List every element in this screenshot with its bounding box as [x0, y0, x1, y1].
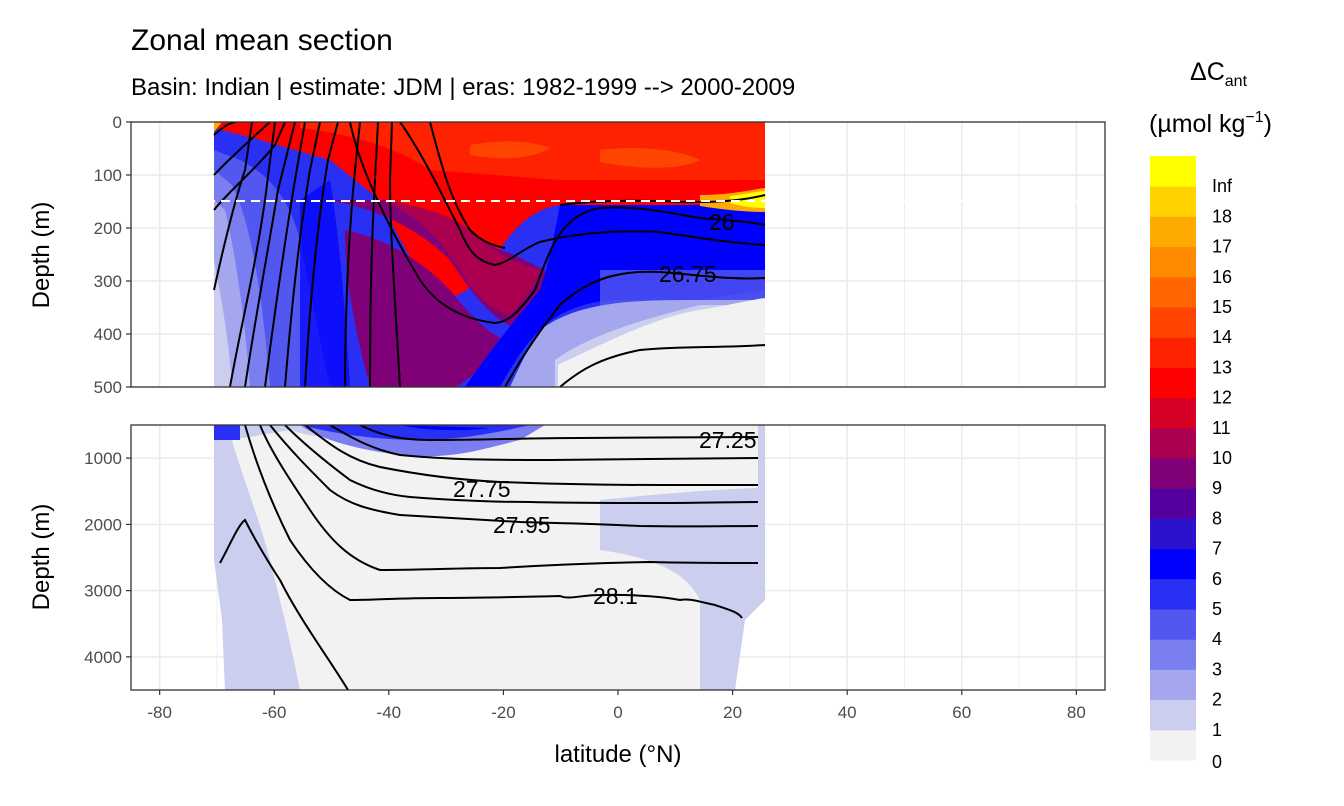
legend-swatch	[1150, 639, 1196, 670]
legend-label: 12	[1212, 388, 1232, 408]
y-axis-label-upper: Depth (m)	[28, 202, 55, 309]
lower-y-axis: 1000 2000 3000 4000	[84, 449, 131, 667]
legend-label: 18	[1212, 206, 1232, 226]
legend-label: 2	[1212, 690, 1222, 710]
legend-swatch	[1150, 518, 1196, 550]
legend-swatch	[1150, 427, 1196, 459]
legend-unit: (µmol kg−1)	[1149, 109, 1272, 138]
x-tick-label: 60	[952, 703, 971, 722]
legend-swatch	[1150, 276, 1196, 308]
legend-label: 17	[1212, 237, 1232, 257]
legend-label: 10	[1212, 448, 1232, 468]
x-axis-label: latitude (°N)	[555, 741, 682, 768]
lower-panel: 27.25 27.75 27.95 28.1 1000 2000 3000 4000	[84, 424, 1106, 691]
y-tick-label: 500	[94, 378, 122, 397]
y-tick-label: 0	[113, 113, 122, 132]
x-tick-label: -80	[147, 703, 172, 722]
legend-swatch	[1150, 669, 1196, 701]
legend-label: 8	[1212, 508, 1222, 528]
legend-swatch	[1150, 578, 1196, 610]
x-tick-label: 40	[838, 703, 857, 722]
legend-title: ΔCant	[1190, 58, 1248, 90]
upper-y-axis: 0 100 200 300 400 500	[94, 113, 131, 397]
lower-fill: 27.25 27.75 27.95 28.1	[214, 425, 765, 690]
isopycnal-label: 27.25	[699, 427, 757, 453]
x-tick-label: -20	[491, 703, 516, 722]
legend-label: 9	[1212, 478, 1222, 498]
x-tick-label: -40	[377, 703, 402, 722]
legend-swatch	[1150, 156, 1196, 187]
legend-swatch	[1150, 729, 1196, 761]
isopycnal-label: 26	[709, 209, 735, 235]
x-tick-label: 80	[1067, 703, 1086, 722]
legend-label: 4	[1212, 629, 1222, 649]
y-tick-label: 3000	[84, 582, 122, 601]
legend-label: 0	[1212, 752, 1222, 772]
legend-label: 6	[1212, 569, 1222, 589]
chart-title: Zonal mean section	[131, 24, 393, 57]
legend-swatch	[1150, 337, 1196, 368]
legend-label: 15	[1212, 297, 1232, 317]
legend-label: 13	[1212, 357, 1232, 377]
legend-swatch	[1150, 458, 1196, 489]
legend-swatch	[1150, 609, 1196, 640]
x-tick-label: -60	[262, 703, 287, 722]
y-tick-label: 4000	[84, 648, 122, 667]
y-tick-label: 300	[94, 272, 122, 291]
legend-label: Inf	[1212, 176, 1233, 196]
isopycnal-label: 26.75	[659, 261, 717, 287]
y-tick-label: 1000	[84, 449, 122, 468]
legend-swatch	[1150, 397, 1196, 429]
legend-label: 5	[1212, 599, 1222, 619]
legend-label: 3	[1212, 659, 1222, 679]
upper-fill: 26 26.75	[131, 122, 1105, 387]
legend-swatch	[1150, 246, 1196, 278]
y-tick-label: 400	[94, 325, 122, 344]
isopycnal-label: 28.1	[593, 583, 638, 609]
y-axis-label-lower: Depth (m)	[28, 504, 55, 611]
legend-swatch	[1150, 548, 1196, 580]
legend-swatch	[1150, 216, 1196, 248]
isopycnal-label: 27.95	[493, 512, 551, 538]
x-axis: -80 -60 -40 -20 0 20 40 60 80	[147, 690, 1086, 722]
legend-label: 7	[1212, 539, 1222, 559]
y-tick-label: 100	[94, 166, 122, 185]
legend-swatch	[1150, 307, 1196, 338]
isopycnal-label: 27.75	[453, 476, 511, 502]
legend-swatch	[1150, 699, 1196, 731]
legend-swatch	[1150, 186, 1196, 217]
legend-label: 14	[1212, 327, 1232, 347]
legend-label: 11	[1212, 418, 1231, 438]
y-tick-label: 200	[94, 219, 122, 238]
legend-label: 16	[1212, 267, 1232, 287]
x-tick-label: 20	[723, 703, 742, 722]
color-legend: ΔCant (µmol kg−1) 0123456789101112131415…	[1149, 58, 1272, 772]
legend-swatch	[1150, 367, 1196, 399]
y-tick-label: 2000	[84, 515, 122, 534]
x-tick-label: 0	[613, 703, 622, 722]
chart-subtitle: Basin: Indian | estimate: JDM | eras: 19…	[131, 74, 796, 101]
upper-panel: 26 26.75 0 100 200 300 400 500	[94, 113, 1106, 397]
legend-label: 1	[1212, 720, 1222, 740]
legend-swatch	[1150, 488, 1196, 519]
